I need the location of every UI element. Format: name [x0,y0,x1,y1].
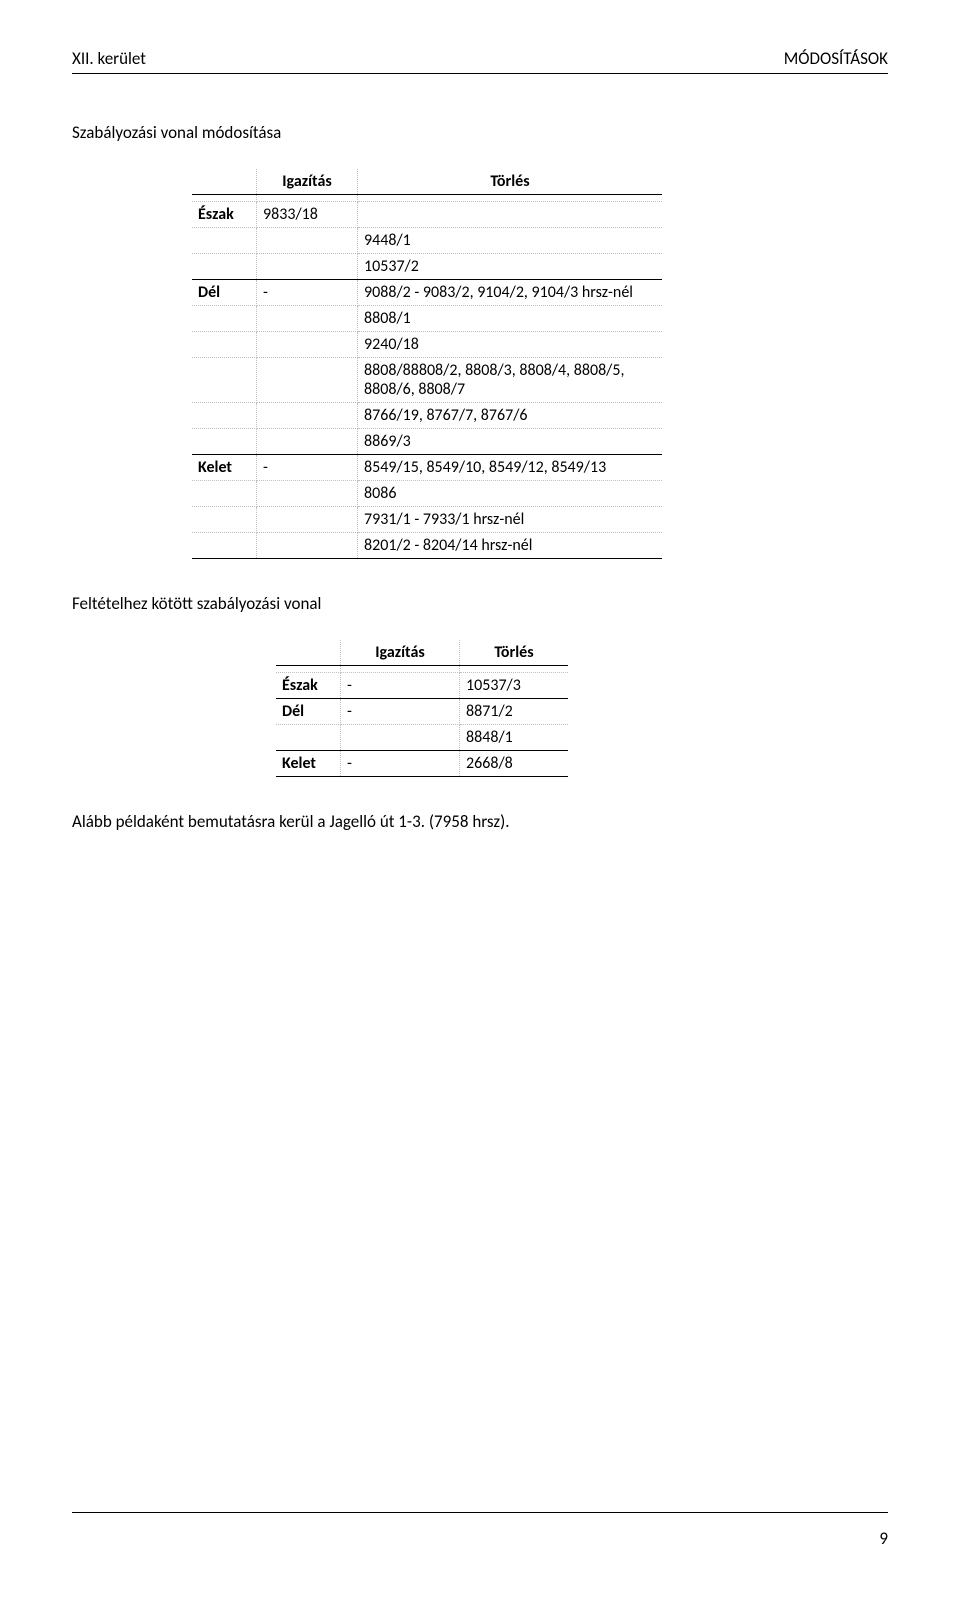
section2-title: Feltételhez kötött szabályozási vonal [72,593,888,614]
table-cell: 8871/2 [460,699,569,725]
table-cell: 8549/15, 8549/10, 8549/12, 8549/13 [358,455,663,481]
table1-head-col2: Törlés [358,169,663,195]
table-cell [257,403,358,429]
table-cell: 7931/1 - 7933/1 hrsz-nél [358,507,663,533]
header-left: XII. kerület [72,48,146,69]
table-cell [257,306,358,332]
table-cell: 8808/88808/2, 8808/3, 8808/4, 8808/5, 88… [358,358,663,403]
table-cell: 10537/3 [460,673,569,699]
table2-head-col1: Igazítás [341,640,460,666]
page-number: 9 [879,1528,888,1549]
table-cell [257,533,358,559]
table-cell [257,358,358,403]
table-row-label [192,403,257,429]
table-cell [341,725,460,751]
section1-title: Szabályozási vonal módosítása [72,122,888,143]
table-cell [257,228,358,254]
table-cell: - [341,699,460,725]
footer-divider [72,1512,888,1513]
table-cell: 8086 [358,481,663,507]
table-row-label [276,725,341,751]
table-cell: 8808/1 [358,306,663,332]
table-row-label: Dél [192,280,257,306]
header-right: MÓDOSÍTÁSOK [784,48,888,69]
table-cell: 8848/1 [460,725,569,751]
table-1: Igazítás Törlés Észak9833/18 9448/1 1053… [192,169,662,559]
table-cell: 10537/2 [358,254,663,280]
table-row-label [192,533,257,559]
table-cell: 9088/2 - 9083/2, 9104/2, 9104/3 hrsz-nél [358,280,663,306]
table-cell: - [257,455,358,481]
table-row-label: Kelet [276,751,341,777]
table-cell: 2668/8 [460,751,569,777]
table-row-label [192,254,257,280]
table-cell: 9240/18 [358,332,663,358]
table-cell [358,202,663,228]
table1-head-col1: Igazítás [257,169,358,195]
header-divider [72,73,888,74]
table2-head-col2: Törlés [460,640,569,666]
table-cell [257,332,358,358]
footer-text: Alább példaként bemutatásra kerül a Jage… [72,811,888,832]
table-row-label [192,429,257,455]
table-cell [257,481,358,507]
table-cell: - [341,751,460,777]
table-cell [257,429,358,455]
table-row-label: Észak [192,202,257,228]
table-row-label [192,358,257,403]
table-row-label [192,332,257,358]
table-2: Igazítás Törlés Észak-10537/3 Dél-8871/2… [276,640,568,777]
table-cell: - [257,280,358,306]
table-row-label [192,306,257,332]
table-cell: 9448/1 [358,228,663,254]
table-row-label [192,507,257,533]
table-cell: 8766/19, 8767/7, 8767/6 [358,403,663,429]
table-cell: 8201/2 - 8204/14 hrsz-nél [358,533,663,559]
table-cell: 9833/18 [257,202,358,228]
table-cell: - [341,673,460,699]
table-cell [257,507,358,533]
table-row-label: Kelet [192,455,257,481]
table-row-label: Észak [276,673,341,699]
table-row-label [192,228,257,254]
table-row-label: Dél [276,699,341,725]
table-cell [257,254,358,280]
table-row-label [192,481,257,507]
table-cell: 8869/3 [358,429,663,455]
